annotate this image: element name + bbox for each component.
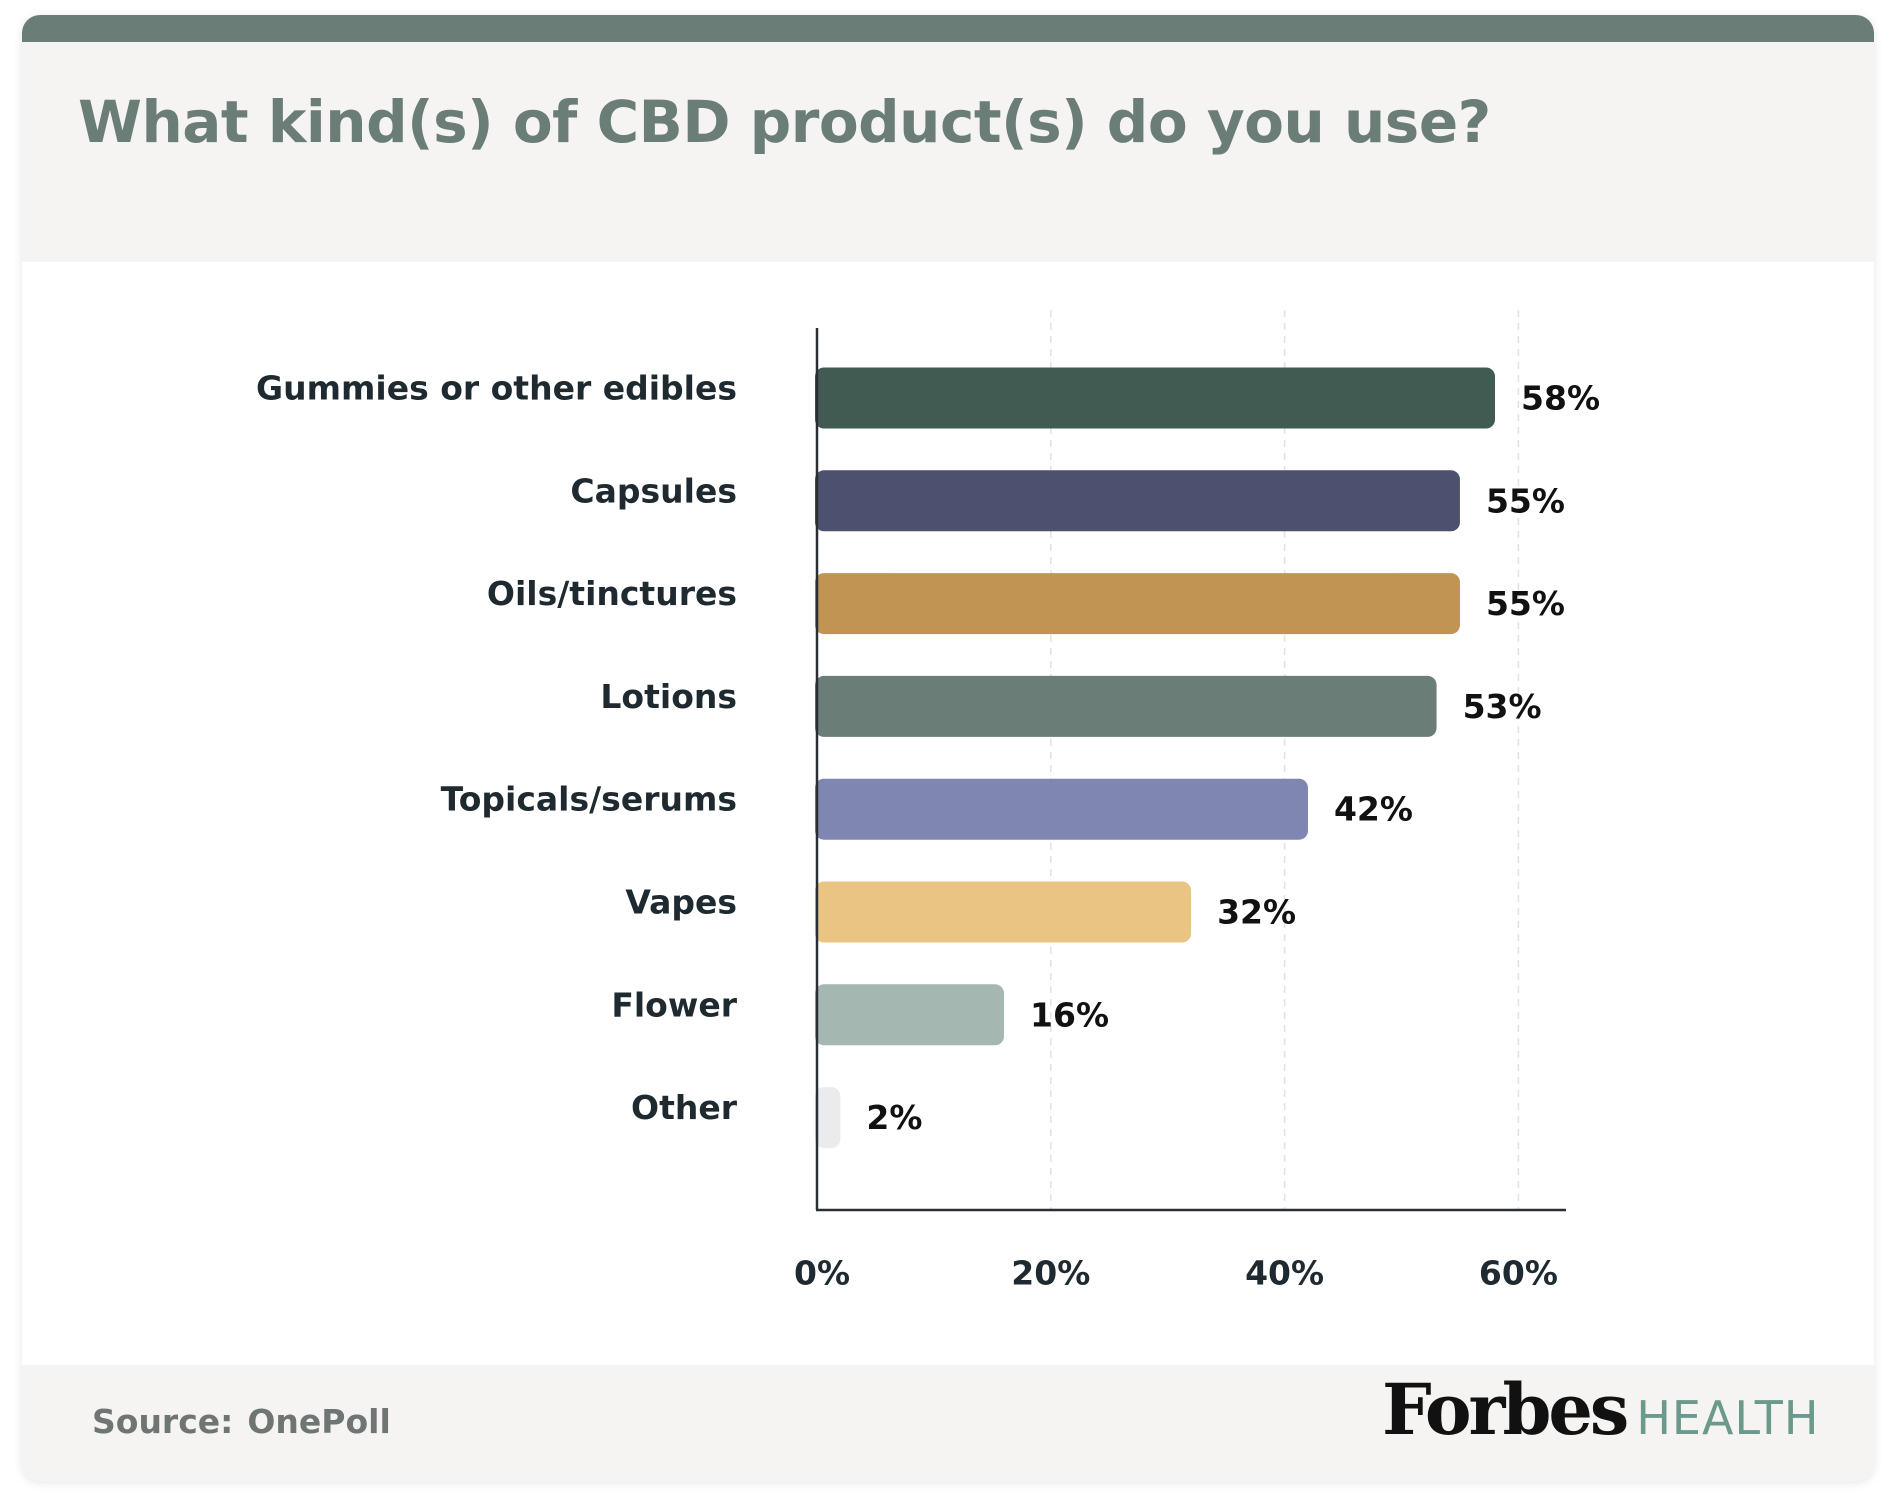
bar-0 (815, 367, 1496, 429)
labels: Gummies or other edibles 58% Capsules 55% Oi… (256, 369, 1600, 1293)
category-label: Gummies or other edibles (256, 369, 737, 408)
value-label: 2% (866, 1098, 922, 1137)
value-label: 58% (1521, 379, 1600, 418)
bar-5 (815, 881, 1192, 943)
logo-health-text: HEALTH (1636, 1391, 1820, 1445)
value-label: 53% (1463, 687, 1542, 726)
category-label: Lotions (600, 677, 737, 716)
forbes-health-logo: Forbes HEALTH (1382, 1368, 1819, 1451)
logo-forbes-text: Forbes (1382, 1368, 1629, 1451)
chart-card (22, 15, 1874, 1481)
category-label: Flower (611, 985, 737, 1024)
header-band (22, 42, 1874, 262)
x-tick-label: 60% (1479, 1254, 1558, 1293)
bars (815, 367, 1496, 1149)
x-tick-label: 0% (794, 1254, 850, 1293)
category-label: Other (631, 1088, 738, 1127)
axes (815, 328, 1566, 1212)
x-tick-label: 20% (1011, 1254, 1090, 1293)
bar-1 (815, 470, 1460, 532)
value-label: 55% (1486, 481, 1565, 520)
bar-2 (815, 573, 1460, 635)
value-label: 42% (1334, 790, 1413, 829)
footer-band (22, 1365, 1874, 1481)
category-label: Topicals/serums (441, 780, 737, 819)
source-name: OnePoll (247, 1402, 391, 1441)
bar-3 (815, 675, 1437, 737)
bar-4 (815, 778, 1308, 840)
bar-6 (815, 984, 1005, 1046)
grid-lines (1050, 310, 1520, 1210)
source-label: Source: (92, 1402, 234, 1441)
source-note: Source: OnePoll (92, 1402, 391, 1441)
category-label: Capsules (570, 471, 737, 510)
category-label: Oils/tinctures (487, 574, 737, 613)
category-label: Vapes (625, 883, 737, 922)
x-tick-label: 40% (1245, 1254, 1324, 1293)
chart-title: What kind(s) of CBD product(s) do you us… (78, 88, 1491, 156)
value-label: 32% (1217, 893, 1296, 932)
bar-7 (815, 1087, 841, 1149)
top-accent-bar (22, 15, 1874, 42)
value-label: 55% (1486, 584, 1565, 623)
value-label: 16% (1030, 995, 1109, 1034)
